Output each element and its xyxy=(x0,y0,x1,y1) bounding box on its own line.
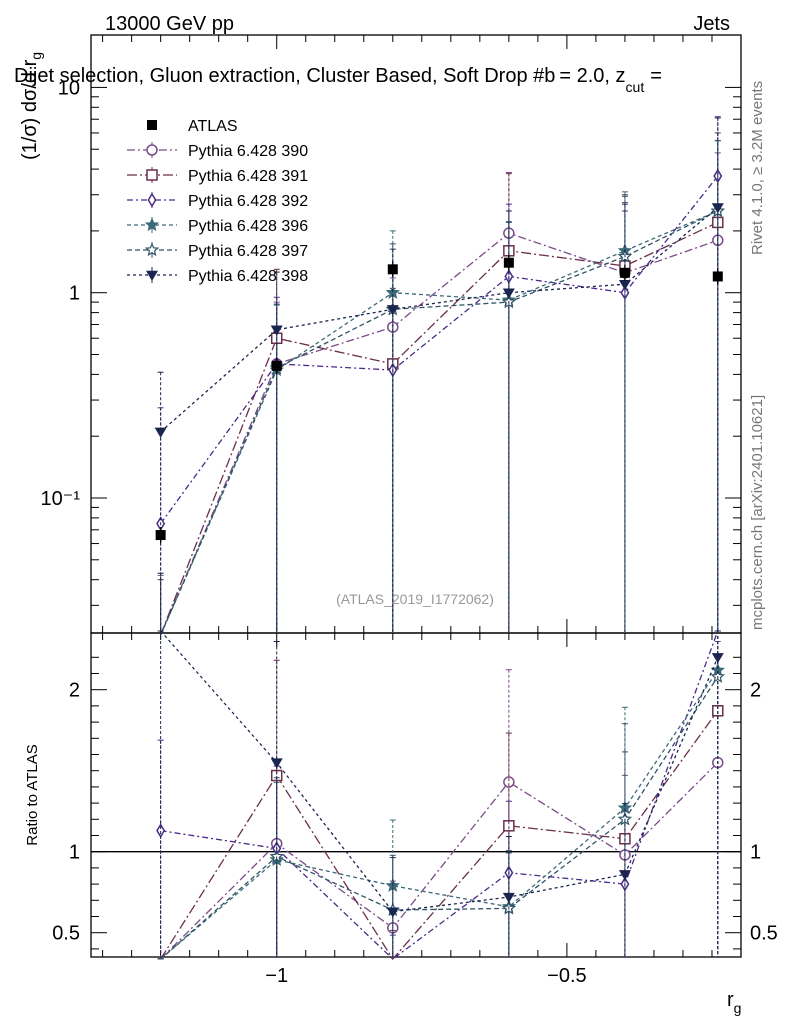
marker-triangle xyxy=(154,427,167,438)
x-tick-label: −1 xyxy=(265,965,288,987)
marker-circle xyxy=(146,144,158,156)
marker-diamond xyxy=(147,192,157,208)
marker-triangle xyxy=(146,270,158,281)
y-tick-label: 10 xyxy=(58,77,80,99)
main-axis-ticks: 10⁻¹ 1 10 xyxy=(41,35,741,633)
ratio-y-tick-label: 2 xyxy=(69,680,80,702)
ratio-line xyxy=(160,630,719,913)
ratio-y-label: Ratio to ATLAS xyxy=(24,744,41,845)
ratio-series-group xyxy=(156,630,725,961)
legend-item: ATLAS xyxy=(147,118,238,135)
marker-square-filled xyxy=(712,271,723,282)
series-line xyxy=(160,210,719,636)
x-tick-label: −0.5 xyxy=(547,965,586,987)
ratio-y-tick-label-right: 0.5 xyxy=(750,923,778,945)
title-end: = xyxy=(650,65,662,87)
rivet-label: Rivet 4.1.0, ≥ 3.2M events xyxy=(749,81,766,255)
main-series-group xyxy=(154,116,725,636)
ratio-y-tick-label-right: 2 xyxy=(750,680,761,702)
legend-item: Pythia 6.428 390 xyxy=(127,142,308,160)
marker-square-filled xyxy=(271,360,282,371)
marker-triangle xyxy=(502,288,515,299)
legend-item: Pythia 6.428 392 xyxy=(127,192,308,210)
legend-label: Pythia 6.428 397 xyxy=(188,243,308,260)
legend-label: Pythia 6.428 392 xyxy=(188,193,308,210)
marker-triangle xyxy=(618,280,631,291)
ratio-y-tick-label: 0.5 xyxy=(52,923,80,945)
y-tick-label: 1 xyxy=(69,283,80,305)
marker-triangle xyxy=(270,758,283,769)
series-6 xyxy=(154,117,724,633)
category-label: Jets xyxy=(693,13,730,35)
marker-triangle xyxy=(618,870,631,881)
series-line xyxy=(160,221,719,636)
legend-item: Pythia 6.428 398 xyxy=(127,267,308,285)
marker-triangle xyxy=(711,203,724,214)
legend: ATLAS Pythia 6.428 390 Pythia 6.428 391 Pyt… xyxy=(127,118,308,285)
ratio-line xyxy=(160,710,719,961)
ratio-axis-ticks: −1 −0.5 0.5 0.5 1 1 2 2 xyxy=(52,633,778,987)
main-y-label: (1/σ) dσ/d rg xyxy=(19,52,44,160)
legend-label: ATLAS xyxy=(188,118,238,135)
atlas-data xyxy=(155,254,723,544)
plot-title: Dijet selection, Gluon extraction, Clust… xyxy=(14,65,662,95)
ratio-series-6 xyxy=(157,630,724,957)
marker-square xyxy=(712,705,724,717)
marker-square xyxy=(503,820,515,832)
marker-triangle xyxy=(386,305,399,316)
marker-triangle xyxy=(502,892,515,904)
y-tick-label: 10⁻¹ xyxy=(41,488,81,510)
ratio-line xyxy=(160,676,719,960)
legend-label: Pythia 6.428 398 xyxy=(188,268,308,285)
ratio-line xyxy=(160,762,719,960)
marker-triangle xyxy=(711,653,724,664)
analysis-tag: (ATLAS_2019_I1772062) xyxy=(336,591,494,607)
ratio-series-5 xyxy=(157,630,725,960)
legend-label: Pythia 6.428 396 xyxy=(188,218,308,235)
series-line xyxy=(160,232,719,636)
title-suffix: = 2.0, z xyxy=(559,65,625,87)
marker-triangle xyxy=(270,325,283,336)
legend-item: Pythia 6.428 396 xyxy=(127,217,308,235)
x-axis-label: rg xyxy=(727,989,741,1016)
legend-item: Pythia 6.428 391 xyxy=(127,167,308,185)
series-4 xyxy=(157,140,725,636)
series-line xyxy=(160,175,719,525)
marker-square xyxy=(146,169,158,181)
series-5 xyxy=(157,140,725,636)
energy-label: 13000 GeV pp xyxy=(105,13,234,35)
marker-star xyxy=(144,242,160,257)
marker-triangle xyxy=(386,907,399,918)
legend-label: Pythia 6.428 390 xyxy=(188,143,308,160)
marker-star xyxy=(144,217,160,232)
marker-square-filled xyxy=(387,264,398,275)
ratio-y-tick-label-right: 1 xyxy=(750,842,761,864)
marker-square-filled xyxy=(503,257,514,268)
mcplots-label: mcplots.cern.ch [arXiv:2401.10621] xyxy=(749,395,766,630)
ratio-line xyxy=(160,630,719,960)
marker-square-filled xyxy=(147,120,157,130)
marker-square-filled xyxy=(155,530,166,541)
title-sub: cut xyxy=(626,79,645,95)
series-line xyxy=(160,207,719,433)
legend-item: Pythia 6.428 397 xyxy=(127,242,308,260)
legend-label: Pythia 6.428 391 xyxy=(188,168,308,185)
marker-circle xyxy=(503,776,515,788)
ratio-y-tick-label: 1 xyxy=(69,842,80,864)
ratio-line xyxy=(160,669,719,960)
marker-square-filled xyxy=(619,267,630,278)
series-line xyxy=(160,210,719,636)
ratio-frame xyxy=(90,632,742,958)
